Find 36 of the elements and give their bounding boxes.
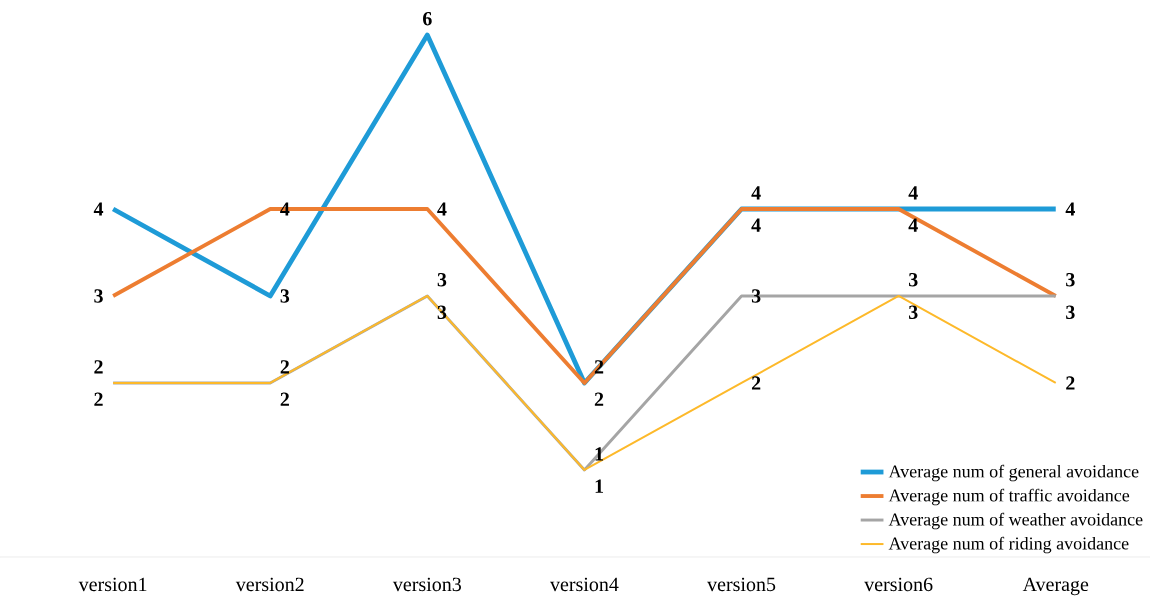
x-tick-label: version5 bbox=[707, 577, 776, 592]
x-tick-label: version4 bbox=[550, 577, 619, 592]
data-label: 3 bbox=[280, 289, 290, 303]
data-label: 2 bbox=[751, 376, 761, 390]
x-tick-label: version3 bbox=[392, 577, 461, 592]
data-label: 2 bbox=[94, 360, 103, 374]
data-label: 3 bbox=[908, 272, 918, 287]
x-tick-label: version6 bbox=[864, 577, 933, 592]
data-label: 4 bbox=[751, 186, 761, 200]
data-label: 1 bbox=[595, 447, 604, 461]
data-label: 2 bbox=[594, 392, 604, 406]
data-label: 2 bbox=[280, 392, 289, 406]
data-label: 3 bbox=[1066, 272, 1075, 287]
data-label: 3 bbox=[94, 289, 103, 303]
legend-label: Average num of weather avoidance bbox=[888, 512, 1143, 530]
data-label: 2 bbox=[1066, 376, 1075, 390]
data-label: 3 bbox=[1066, 305, 1075, 320]
data-label: 3 bbox=[437, 272, 447, 287]
data-label: 4 bbox=[437, 202, 447, 216]
data-label: 3 bbox=[751, 289, 761, 303]
data-label: 2 bbox=[280, 360, 289, 374]
legend-label: Average num of traffic avoidance bbox=[888, 488, 1130, 506]
x-tick-label: Average bbox=[1022, 577, 1089, 596]
data-label: 4 bbox=[93, 202, 104, 216]
data-label: 1 bbox=[595, 479, 604, 493]
data-label: 6 bbox=[423, 11, 432, 26]
data-label: 4 bbox=[908, 218, 918, 232]
legend-label: Average num of riding avoidance bbox=[888, 536, 1129, 554]
data-label: 4 bbox=[908, 186, 918, 200]
legend-label: Average num of general avoidance bbox=[888, 464, 1139, 482]
data-label: 2 bbox=[94, 392, 103, 406]
data-label: 4 bbox=[751, 218, 761, 232]
data-label: 3 bbox=[908, 305, 918, 320]
data-label: 4 bbox=[1065, 202, 1075, 216]
x-tick-label: version1 bbox=[78, 577, 147, 592]
x-tick-label: version2 bbox=[235, 577, 304, 592]
